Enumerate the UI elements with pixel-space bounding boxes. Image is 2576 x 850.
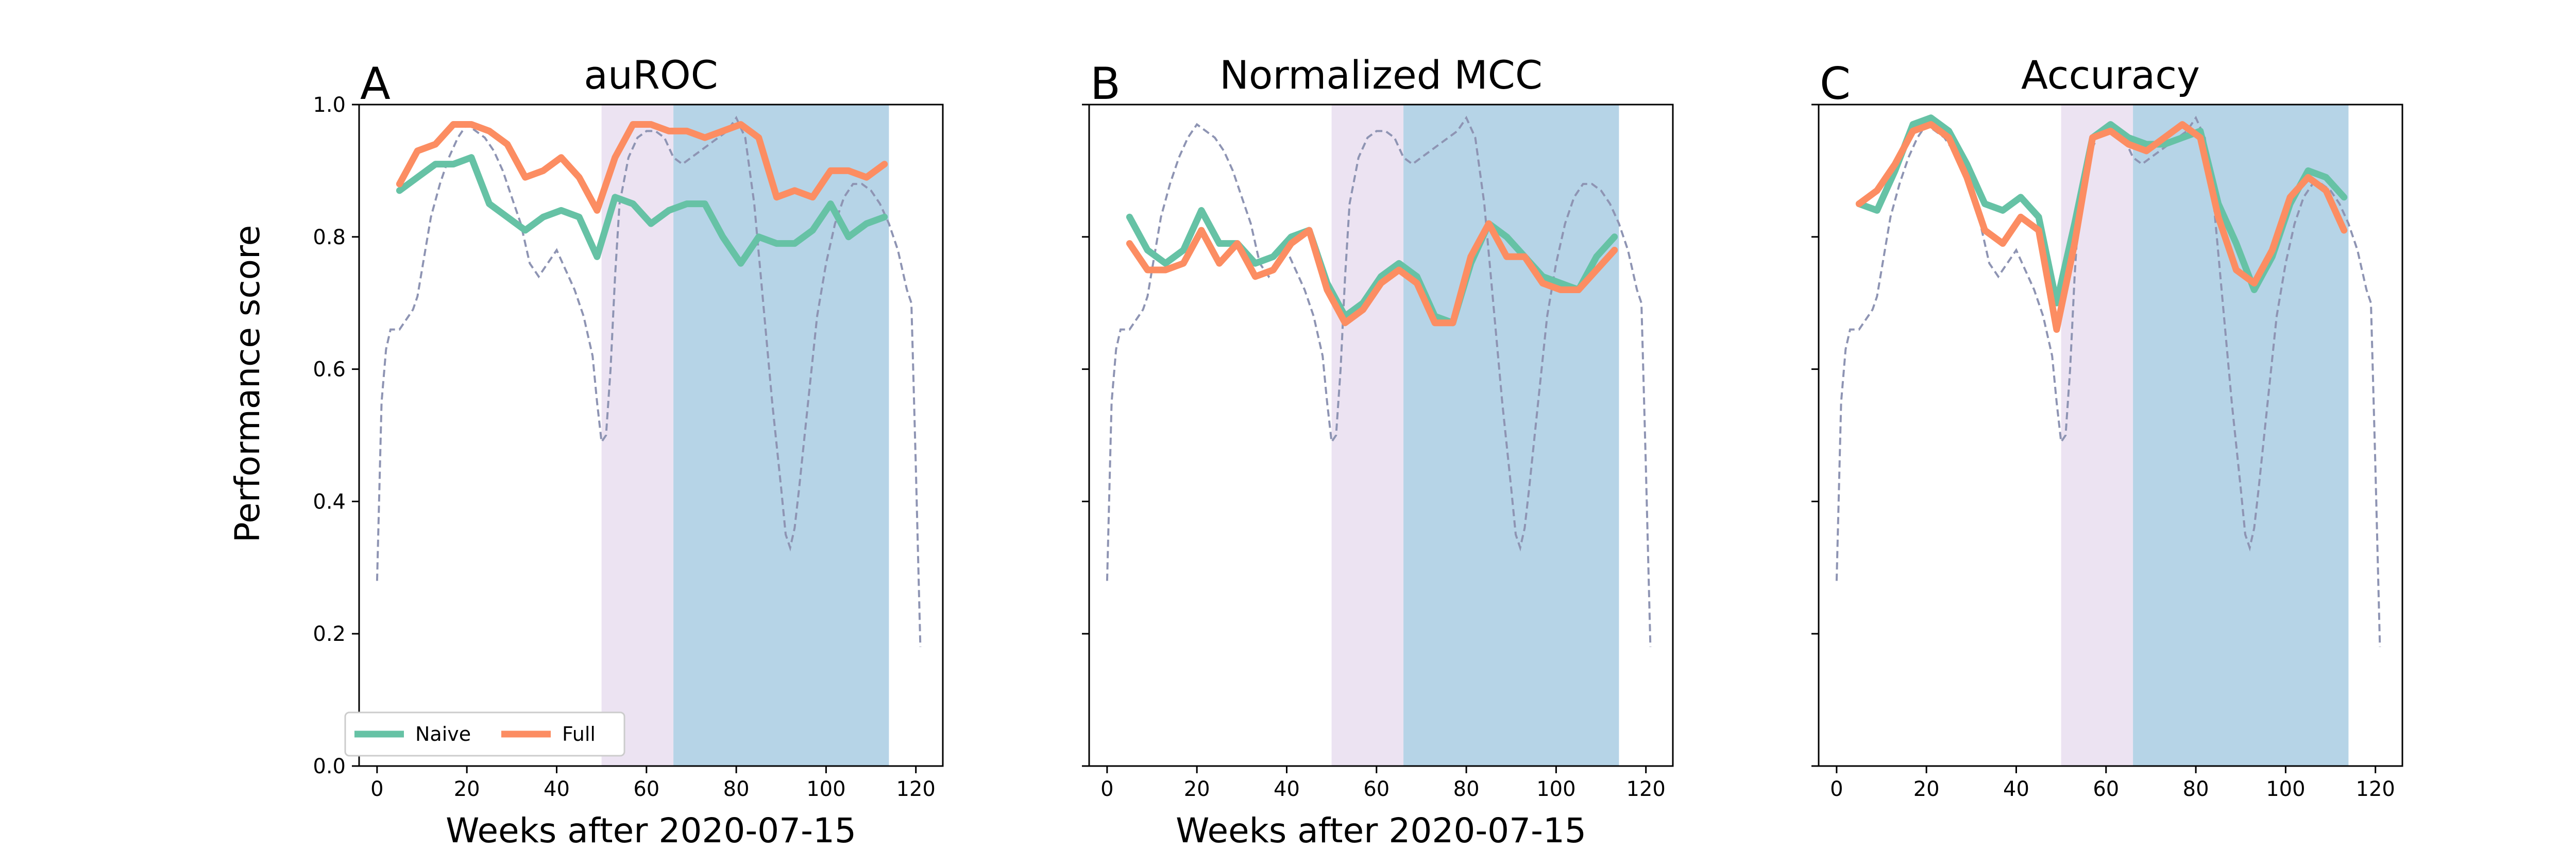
x-tick-label: 80 — [1453, 777, 1480, 801]
y-tick-label: 0.2 — [313, 622, 346, 646]
shaded-region — [1331, 105, 1404, 766]
x-tick-label: 0 — [370, 777, 383, 801]
legend: Naive Full — [344, 711, 625, 757]
panel-letter: A — [360, 58, 391, 110]
axes-frame — [1088, 104, 1674, 767]
panel-title: Normalized MCC — [1219, 52, 1543, 98]
x-tick-label: 0 — [1830, 777, 1843, 801]
series-line-full — [1126, 220, 1618, 327]
panel-letter: C — [1820, 58, 1851, 110]
axes-frame — [358, 104, 944, 767]
x-tick-label: 100 — [2266, 777, 2305, 801]
panel-a: 0 20 40 60 80 100 120 0.0 0.2 0.4 0.6 0.8 1.0 auROC A W… — [313, 52, 944, 850]
x-axis-label: Weeks after 2020-07-15 — [446, 811, 856, 850]
x-tick-label: 120 — [1626, 777, 1666, 801]
x-tick-label: 60 — [1363, 777, 1389, 801]
background-curve — [376, 115, 922, 647]
y-tick-label: 0.0 — [313, 755, 346, 778]
panels: 0 20 40 60 80 100 120 0.0 0.2 0.4 0.6 0.8 1.0 auROC A W… — [313, 52, 2403, 850]
shaded-region — [2133, 105, 2349, 766]
x-tick-label: 120 — [896, 777, 936, 801]
x-tick-label: 40 — [1274, 777, 1300, 801]
x-tick-label: 100 — [1536, 777, 1575, 801]
x-tick-label: 60 — [2093, 777, 2119, 801]
y-axis-label: Performance score — [228, 225, 267, 543]
series-line-naive — [396, 154, 888, 267]
x-tick-label: 60 — [633, 777, 659, 801]
x-tick-label: 40 — [544, 777, 570, 801]
series-line-full — [396, 121, 888, 214]
panel-title: Accuracy — [2021, 52, 2200, 98]
y-tick-label: 0.4 — [313, 490, 346, 514]
y-tick-label: 0.8 — [313, 226, 346, 249]
legend-label-naive: Naive — [415, 723, 471, 745]
shaded-region — [1403, 105, 1619, 766]
series-line-full — [1855, 121, 2348, 333]
axes-frame — [1818, 104, 2403, 767]
panel-c: 0 20 40 60 80 100 120 Accuracy C — [1811, 52, 2403, 801]
x-tick-label: 40 — [2003, 777, 2029, 801]
x-tick-label: 20 — [1184, 777, 1210, 801]
legend-box — [344, 711, 625, 757]
background-curve — [1106, 115, 1652, 647]
x-tick-label: 20 — [454, 777, 480, 801]
panel-title: auROC — [584, 52, 718, 98]
x-tick-label: 80 — [723, 777, 750, 801]
x-tick-label: 20 — [1913, 777, 1940, 801]
x-axis-label: Weeks after 2020-07-15 — [1176, 811, 1586, 850]
shaded-region — [2061, 105, 2133, 766]
legend-label-full: Full — [562, 723, 596, 745]
y-tick-label: 0.6 — [313, 358, 346, 382]
x-tick-label: 80 — [2183, 777, 2209, 801]
panel-b: 0 20 40 60 80 100 120 Normalized MCC B Weeks afte… — [1082, 52, 1674, 850]
x-tick-label: 100 — [806, 777, 845, 801]
x-tick-label: 120 — [2356, 777, 2395, 801]
y-tick-label: 1.0 — [313, 93, 346, 117]
panel-letter: B — [1090, 58, 1121, 110]
x-tick-label: 0 — [1100, 777, 1113, 801]
